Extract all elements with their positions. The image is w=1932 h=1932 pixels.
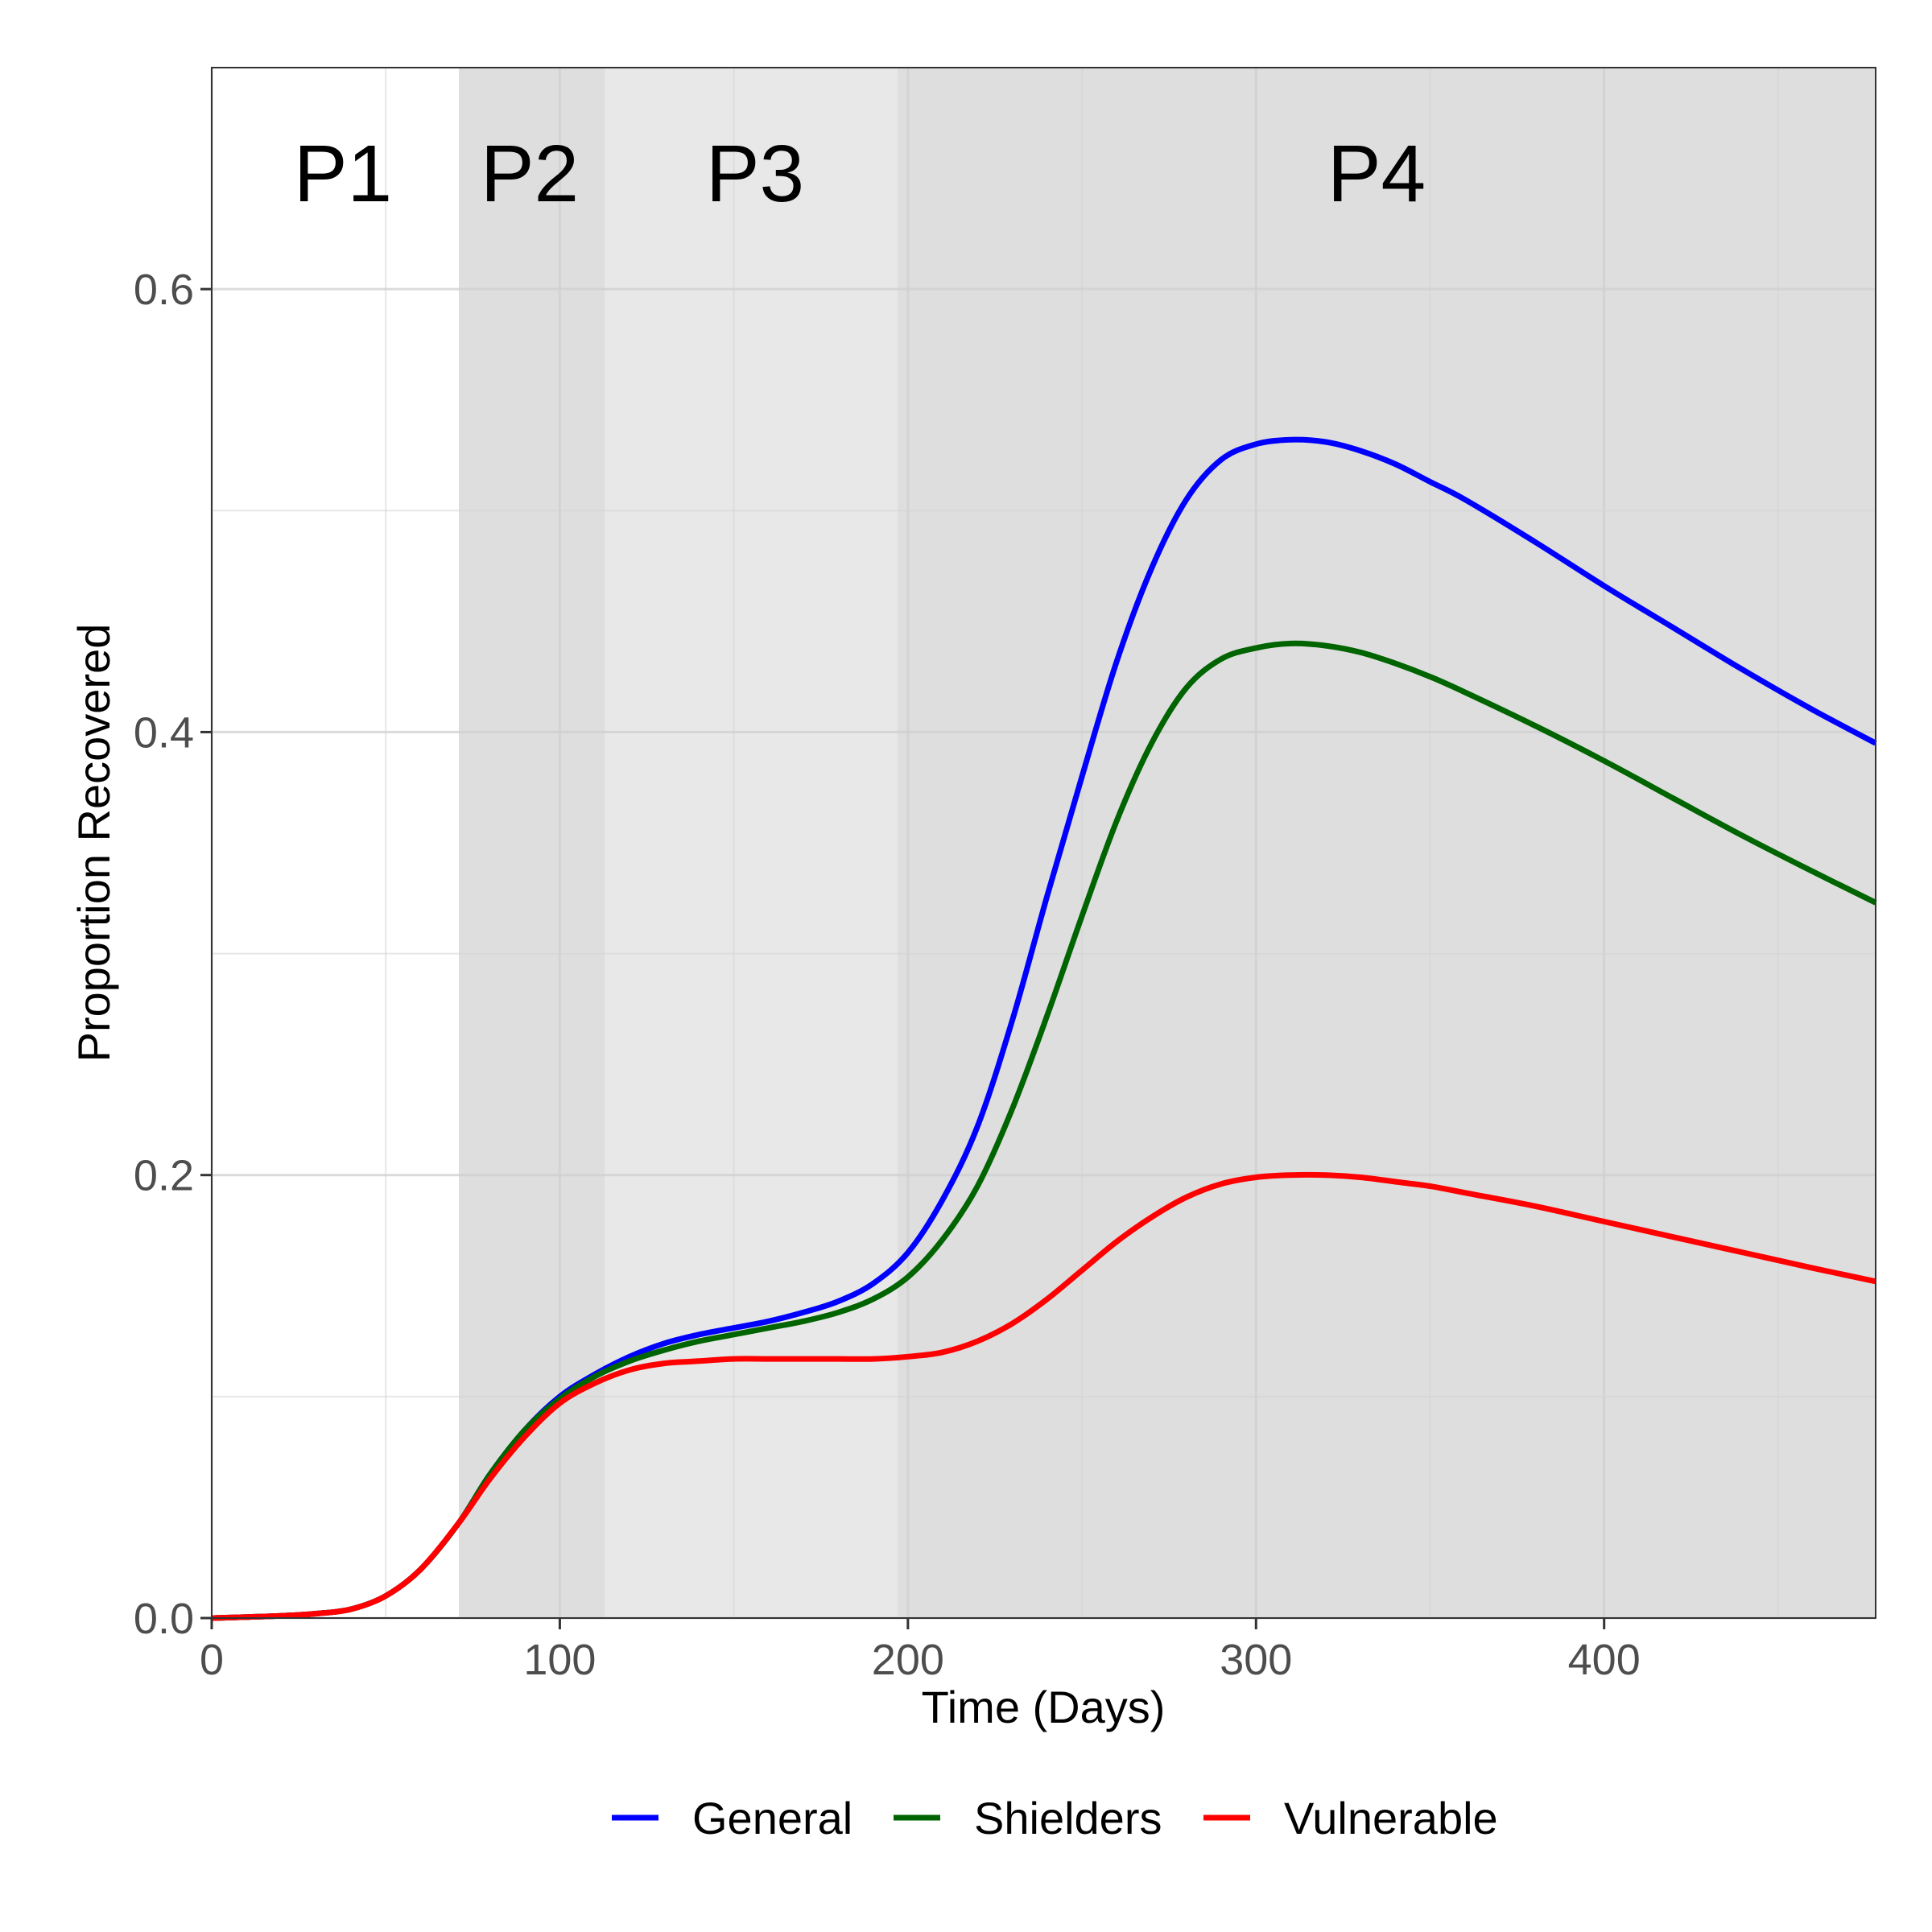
x-tick-label: 200 [872, 1636, 944, 1684]
x-tick-label: 0 [200, 1636, 224, 1684]
legend: General Shielders Vulnerable [612, 1793, 1498, 1843]
y-tick-label: 0.6 [134, 266, 194, 314]
x-tick-label: 100 [523, 1636, 596, 1684]
legend-label-vulnerable: Vulnerable [1284, 1793, 1498, 1843]
phase-labels: P1 P2 P3 P4 [294, 129, 1426, 219]
series-line-vulnerable [211, 1171, 1876, 1621]
axis-ticks: 0 100 200 300 400 0.0 0.2 0.4 0.6 [134, 266, 1641, 1684]
series-lines [211, 436, 1877, 1621]
phase-bands [212, 68, 1876, 1618]
legend-label-shielders: Shielders [974, 1793, 1162, 1843]
plot-panel-border [211, 67, 1876, 1619]
phase-label-p1: P1 [294, 129, 392, 219]
phase-label-p2: P2 [481, 129, 579, 219]
phase-band-p2 [459, 68, 605, 1618]
x-tick-label: 300 [1220, 1636, 1292, 1684]
y-tick-label: 0.0 [134, 1595, 194, 1643]
phase-label-p4: P4 [1327, 129, 1426, 219]
x-tick-label: 400 [1568, 1636, 1641, 1684]
phase-label-p3: P3 [706, 129, 804, 219]
y-axis-title: Proportion Recovered [68, 624, 119, 1063]
phase-band-p3 [605, 68, 898, 1618]
y-tick-label: 0.2 [134, 1152, 194, 1200]
phase-band-p1 [212, 68, 460, 1618]
phase-band-p4 [897, 68, 1876, 1618]
x-axis-title: Time (Days) [922, 1682, 1166, 1732]
y-tick-label: 0.4 [134, 708, 194, 757]
legend-label-general: General [692, 1793, 852, 1843]
